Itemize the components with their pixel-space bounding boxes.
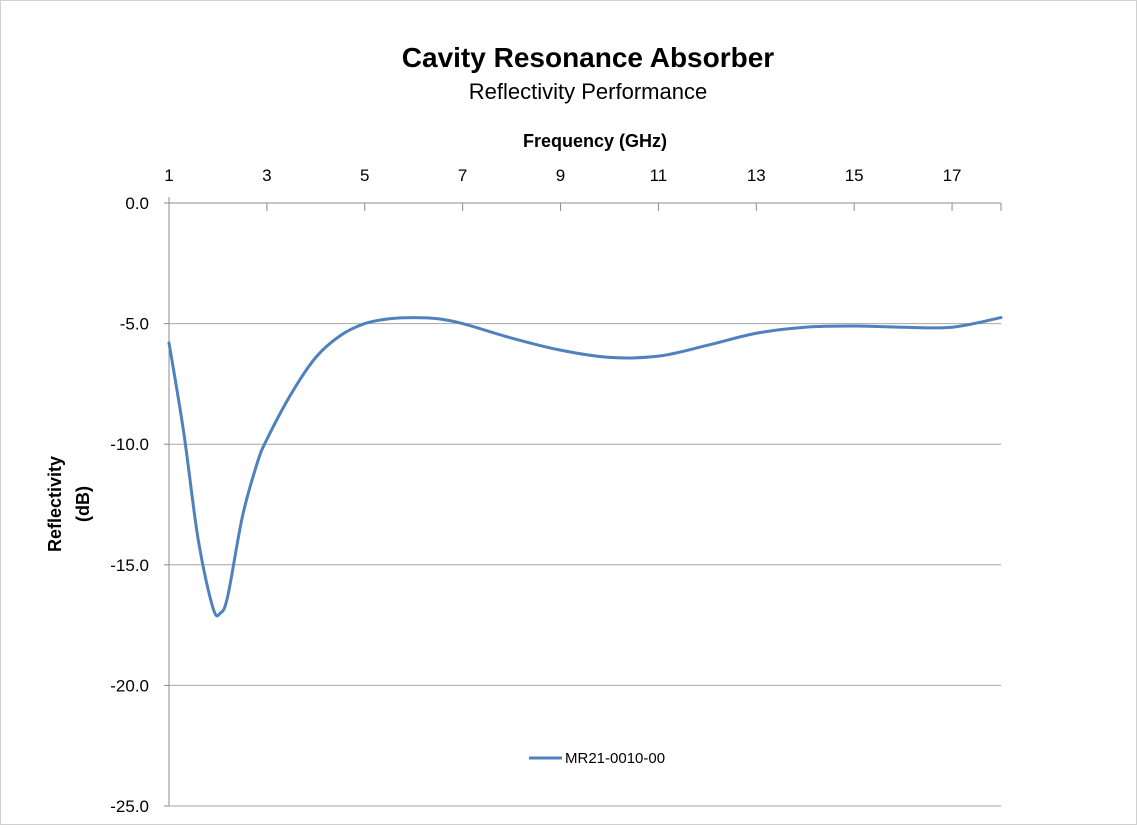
chart-title: Cavity Resonance Absorber (402, 42, 775, 73)
x-tick-label: 5 (360, 166, 369, 185)
axes (164, 197, 1002, 807)
x-axis-title: Frequency (GHz) (523, 131, 667, 151)
y-tick-label: 0.0 (125, 194, 149, 213)
gridlines (169, 323, 1001, 807)
tick-labels: 0.0-5.0-10.0-15.0-20.0-25.01 3 5 7 9 11 13 15 17 (110, 166, 961, 816)
x-tick-label: 1 (164, 166, 173, 185)
y-tick-label: -15.0 (110, 556, 149, 575)
series-line-MR21-0010-00 (167, 316, 1003, 618)
legend-label: MR21-0010-00 (565, 750, 665, 767)
y-tick-label: -25.0 (110, 797, 149, 816)
x-tick-label: 15 (845, 166, 864, 185)
legend: MR21-0010-00 (529, 750, 665, 767)
y-tick-label: -20.0 (110, 676, 149, 695)
x-tick-label: 3 (262, 166, 271, 185)
x-tick-label: 7 (458, 166, 467, 185)
x-tick-label: 13 (747, 166, 766, 185)
x-tick-label: 9 (556, 166, 565, 185)
y-axis-title-line-2: (dB) (73, 486, 93, 522)
y-tick-label: -5.0 (120, 315, 149, 334)
chart-subtitle: Reflectivity Performance (469, 79, 707, 104)
x-tick-label: 17 (943, 166, 962, 185)
series (167, 316, 1003, 618)
y-tick-label: -10.0 (110, 435, 149, 454)
x-tick-label: 11 (650, 166, 668, 185)
y-axis-title-line-1: Reflectivity (45, 456, 65, 552)
